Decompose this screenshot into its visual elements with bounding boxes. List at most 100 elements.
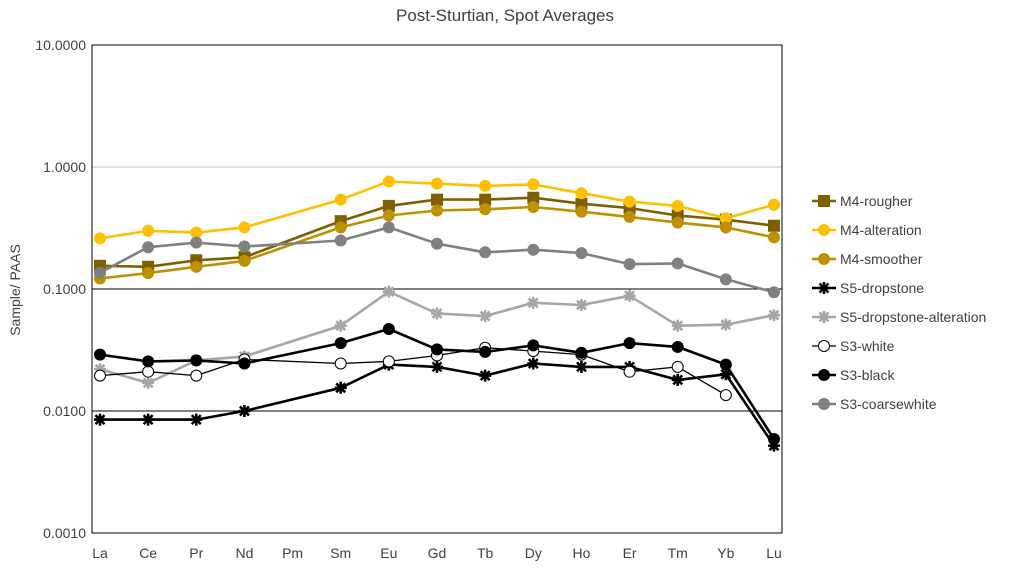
legend-marker [818, 195, 830, 207]
data-point-s3-black [142, 355, 155, 368]
data-point-s5-dropstone [527, 357, 540, 370]
data-point-s5-dropstone [94, 413, 106, 426]
legend-item-m4-rougher: M4-rougher [812, 193, 913, 209]
legend-item-m4-alteration: M4-alteration [812, 222, 922, 238]
data-point-m4-smoother [527, 201, 540, 214]
data-point-s5-dropstone [479, 369, 492, 382]
data-point-s5-dropstone-alteration [768, 309, 780, 322]
y-axis-ticks: 10.0000 1.0000 0.1000 0.0100 0.0010 [35, 37, 86, 541]
legend-label: S3-white [840, 338, 895, 354]
y-tick-label: 10.0000 [35, 37, 86, 53]
legend-marker [818, 398, 830, 410]
legend-item-s3-coarsewhite: S3-coarsewhite [812, 396, 937, 412]
data-point-m4-alteration [190, 226, 203, 239]
data-point-s5-dropstone-alteration [479, 310, 492, 323]
legend-item-s3-white: S3-white [812, 338, 895, 354]
data-point-s3-coarsewhite [334, 234, 347, 247]
data-point-s3-white [142, 365, 155, 378]
legend-item-s5-dropstone: S5-dropstone [812, 280, 924, 296]
data-point-s3-coarsewhite [527, 243, 540, 256]
legend-marker [818, 282, 830, 294]
legend-marker [818, 369, 830, 381]
data-point-m4-smoother [190, 260, 203, 273]
data-point-m4-alteration [527, 178, 540, 191]
legend-label: M4-smoother [840, 251, 923, 267]
data-point-s3-coarsewhite [238, 240, 251, 253]
data-point-s5-dropstone-alteration [94, 363, 106, 376]
data-point-s3-coarsewhite [431, 237, 443, 250]
legend: M4-rougher M4-alteration M4-smoother S5-dro… [812, 193, 986, 412]
data-point-s3-coarsewhite [479, 246, 492, 259]
data-point-s5-dropstone [719, 368, 732, 381]
legend-label: S3-coarsewhite [840, 396, 937, 412]
data-point-s5-dropstone-alteration [142, 376, 155, 389]
legend-item-s3-black: S3-black [812, 367, 895, 383]
x-tick-label: La [92, 545, 108, 561]
data-point-m4-alteration [575, 187, 588, 200]
data-point-s3-white [623, 365, 636, 378]
x-tick-label: Tm [668, 545, 688, 561]
x-tick-label: Eu [380, 545, 397, 561]
data-point-s5-dropstone [768, 439, 780, 452]
y-tick-label: 0.0010 [43, 525, 86, 541]
series-line-m4-alteration [99, 180, 775, 240]
x-tick-label: Ce [139, 545, 157, 561]
data-point-m4-smoother [671, 216, 684, 229]
data-point-s3-black [431, 343, 443, 356]
data-point-s3-white [719, 389, 732, 402]
data-point-m4-alteration [142, 224, 155, 237]
data-point-s3-coarsewhite [719, 273, 732, 286]
data-point-m4-rougher [527, 191, 540, 204]
data-point-s3-white [671, 360, 684, 373]
data-point-m4-rougher [431, 193, 443, 206]
legend-marker [818, 311, 830, 323]
data-point-s3-coarsewhite [575, 247, 588, 260]
data-point-s3-coarsewhite [382, 221, 395, 234]
data-point-m4-alteration [479, 179, 492, 192]
gridlines [92, 166, 782, 412]
data-point-m4-smoother [768, 231, 780, 244]
legend-label: S3-black [840, 367, 895, 383]
data-point-s3-white [334, 357, 347, 370]
data-point-m4-smoother [719, 221, 732, 234]
legend-marker [818, 253, 830, 265]
x-tick-label: Tb [477, 545, 494, 561]
x-tick-label: Nd [235, 545, 253, 561]
data-point-m4-alteration [238, 221, 251, 234]
x-tick-label: Dy [525, 545, 542, 561]
y-tick-label: 0.1000 [43, 281, 86, 297]
data-point-s3-black [334, 337, 347, 350]
data-point-s5-dropstone-alteration [575, 298, 588, 311]
data-point-m4-smoother [575, 205, 588, 218]
data-point-s3-white [94, 369, 106, 382]
x-tick-label: Pm [282, 545, 303, 561]
data-point-m4-smoother [382, 209, 395, 222]
data-point-m4-smoother [142, 267, 155, 280]
data-point-m4-alteration [719, 212, 732, 225]
data-point-s3-black [623, 337, 636, 350]
data-point-s5-dropstone [671, 373, 684, 386]
series-s3-black [94, 323, 780, 445]
legend-marker [818, 340, 830, 352]
data-point-s5-dropstone-alteration [334, 319, 347, 332]
data-point-s5-dropstone-alteration [719, 318, 732, 331]
legend-label: S5-dropstone [840, 280, 924, 296]
series-m4-smoother [94, 201, 780, 285]
data-point-s3-black [238, 357, 251, 370]
data-point-m4-smoother [479, 203, 492, 216]
data-point-s3-black [671, 340, 684, 353]
x-tick-label: Gd [428, 545, 447, 561]
data-point-m4-smoother [334, 221, 347, 234]
data-point-m4-smoother [623, 210, 636, 223]
data-point-s3-coarsewhite [94, 266, 106, 279]
data-point-s3-black [479, 345, 492, 358]
x-tick-label: Yb [717, 545, 734, 561]
x-tick-label: Sm [330, 545, 351, 561]
data-point-m4-rougher [768, 219, 780, 232]
data-point-m4-alteration [768, 198, 780, 211]
data-point-m4-rougher [382, 199, 395, 212]
data-point-s5-dropstone-alteration [671, 319, 684, 332]
plot-area-border [91, 44, 783, 534]
series-layer [94, 175, 780, 452]
